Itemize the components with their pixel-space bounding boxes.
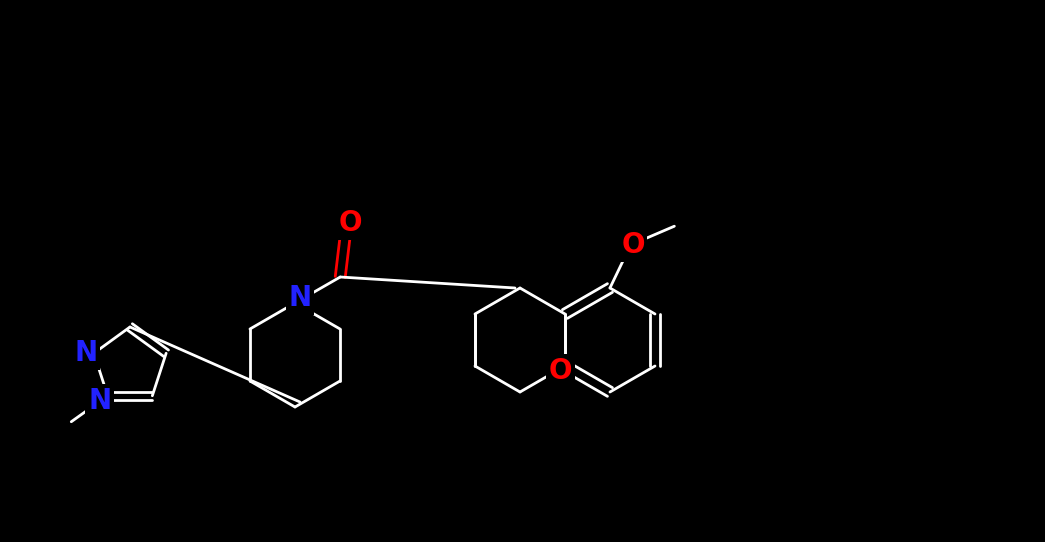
Text: O: O [549,357,572,385]
Text: N: N [88,387,111,415]
Text: O: O [621,231,645,259]
Text: N: N [288,284,311,312]
Text: N: N [74,339,97,367]
Text: O: O [339,209,362,237]
